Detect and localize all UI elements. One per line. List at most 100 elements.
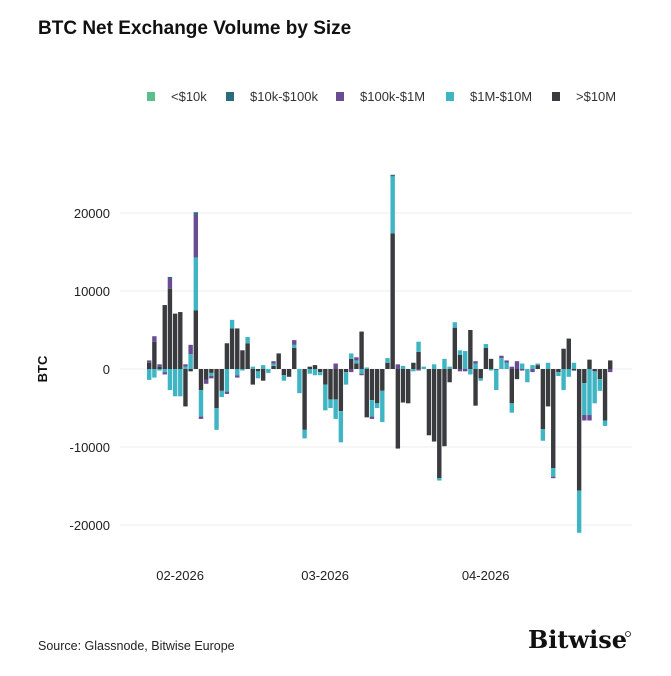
source-note: Source: Glassnode, Bitwise Europe — [38, 639, 235, 653]
legend-swatch — [552, 92, 560, 101]
bar-segment — [323, 369, 328, 385]
x-tick-label: 04-2026 — [462, 568, 510, 583]
bar-segment — [224, 391, 230, 394]
bar-segment — [369, 369, 375, 401]
bar-segment — [488, 369, 494, 371]
bar-segment — [478, 369, 483, 379]
bar-segment — [240, 369, 245, 371]
legend-swatch — [336, 92, 344, 101]
bar-segment — [478, 378, 483, 381]
legend-label: <$10k — [171, 89, 207, 104]
bar-segment — [519, 363, 525, 369]
bar-segment — [183, 364, 188, 367]
bar-segment — [338, 411, 344, 443]
bar-segment — [411, 362, 416, 369]
bar-segment — [333, 399, 338, 419]
bar-segment — [587, 415, 592, 421]
bar-segment — [390, 233, 395, 369]
bar-segment — [488, 358, 494, 369]
bar-segment — [566, 369, 571, 377]
bar-segment — [162, 372, 167, 375]
bar-segment — [576, 490, 582, 533]
bar-segment — [359, 373, 364, 376]
bar-segment — [400, 365, 406, 369]
bar-segment — [302, 369, 307, 430]
bar-segment — [235, 328, 240, 369]
y-axis: 20000 10000 0 -10000 -20000 — [70, 206, 110, 533]
bar-segment — [385, 362, 390, 369]
bar-segment — [255, 371, 261, 379]
bar-segment — [582, 383, 587, 416]
bar-segment — [416, 341, 421, 352]
bar-segment — [452, 322, 458, 328]
bar-segment — [551, 369, 556, 469]
bar-segment — [364, 369, 369, 418]
bar-segment — [608, 369, 613, 373]
bars — [147, 174, 613, 533]
bar-segment — [416, 351, 421, 369]
bar-segment — [582, 369, 587, 384]
bar-segment — [188, 354, 193, 369]
bar-segment — [462, 351, 468, 369]
bar-segment — [338, 369, 344, 412]
bar-segment — [183, 366, 188, 369]
bar-segment — [442, 358, 447, 369]
bar-segment — [147, 360, 152, 363]
bar-segment — [328, 399, 333, 408]
bar-segment — [147, 369, 152, 380]
x-tick-label: 03-2026 — [301, 568, 349, 583]
bar-segment — [172, 369, 178, 397]
bar-segment — [292, 347, 297, 369]
bar-segment — [509, 403, 514, 413]
bar-segment — [597, 369, 603, 380]
bar-segment — [312, 365, 318, 369]
bar-segment — [592, 369, 597, 372]
x-axis: 02-2026 03-2026 04-2026 — [156, 568, 509, 583]
bar-segment — [152, 341, 157, 369]
bar-segment — [229, 319, 235, 329]
bar-segment — [203, 379, 209, 384]
registered-mark-icon — [625, 631, 631, 637]
bar-segment — [245, 343, 250, 369]
bar-segment — [333, 369, 338, 400]
bar-segment — [483, 344, 489, 348]
bar-segment — [457, 350, 463, 355]
bar-segment — [286, 369, 292, 377]
bar-segment — [178, 369, 183, 397]
bar-segment — [468, 330, 473, 369]
bar-segment — [406, 369, 411, 404]
bar-segment — [483, 347, 489, 369]
y-tick-label: 20000 — [74, 206, 110, 221]
bar-segment — [178, 312, 183, 369]
bar-segment — [157, 369, 162, 371]
bar-segment — [354, 360, 359, 364]
bar-segment — [333, 363, 338, 369]
bar-segment — [608, 360, 613, 369]
y-axis-label: BTC — [35, 355, 50, 382]
bar-segment — [152, 369, 157, 378]
bar-segment — [426, 369, 432, 436]
bar-segment — [437, 369, 442, 479]
bar-segment — [400, 369, 406, 403]
bar-segment — [587, 369, 592, 416]
bar-segment — [209, 376, 214, 379]
bar-segment — [250, 369, 255, 385]
bar-segment — [540, 429, 546, 441]
bar-segment — [576, 369, 582, 491]
bar-segment — [255, 369, 261, 372]
bar-segment — [167, 369, 173, 391]
bar-segment — [260, 369, 266, 381]
bar-segment — [592, 371, 597, 404]
bar-segment — [602, 369, 608, 421]
bar-segment — [519, 369, 525, 371]
bar-segment — [447, 366, 452, 369]
bar-segment — [271, 365, 276, 369]
bar-segment — [509, 366, 514, 369]
bar-segment — [411, 369, 416, 372]
bar-segment — [317, 372, 323, 376]
bar-segment — [183, 369, 188, 407]
bar-segment — [235, 375, 240, 378]
bar-segment — [540, 369, 546, 430]
bar-segment — [431, 364, 437, 369]
bar-segment — [380, 369, 385, 391]
